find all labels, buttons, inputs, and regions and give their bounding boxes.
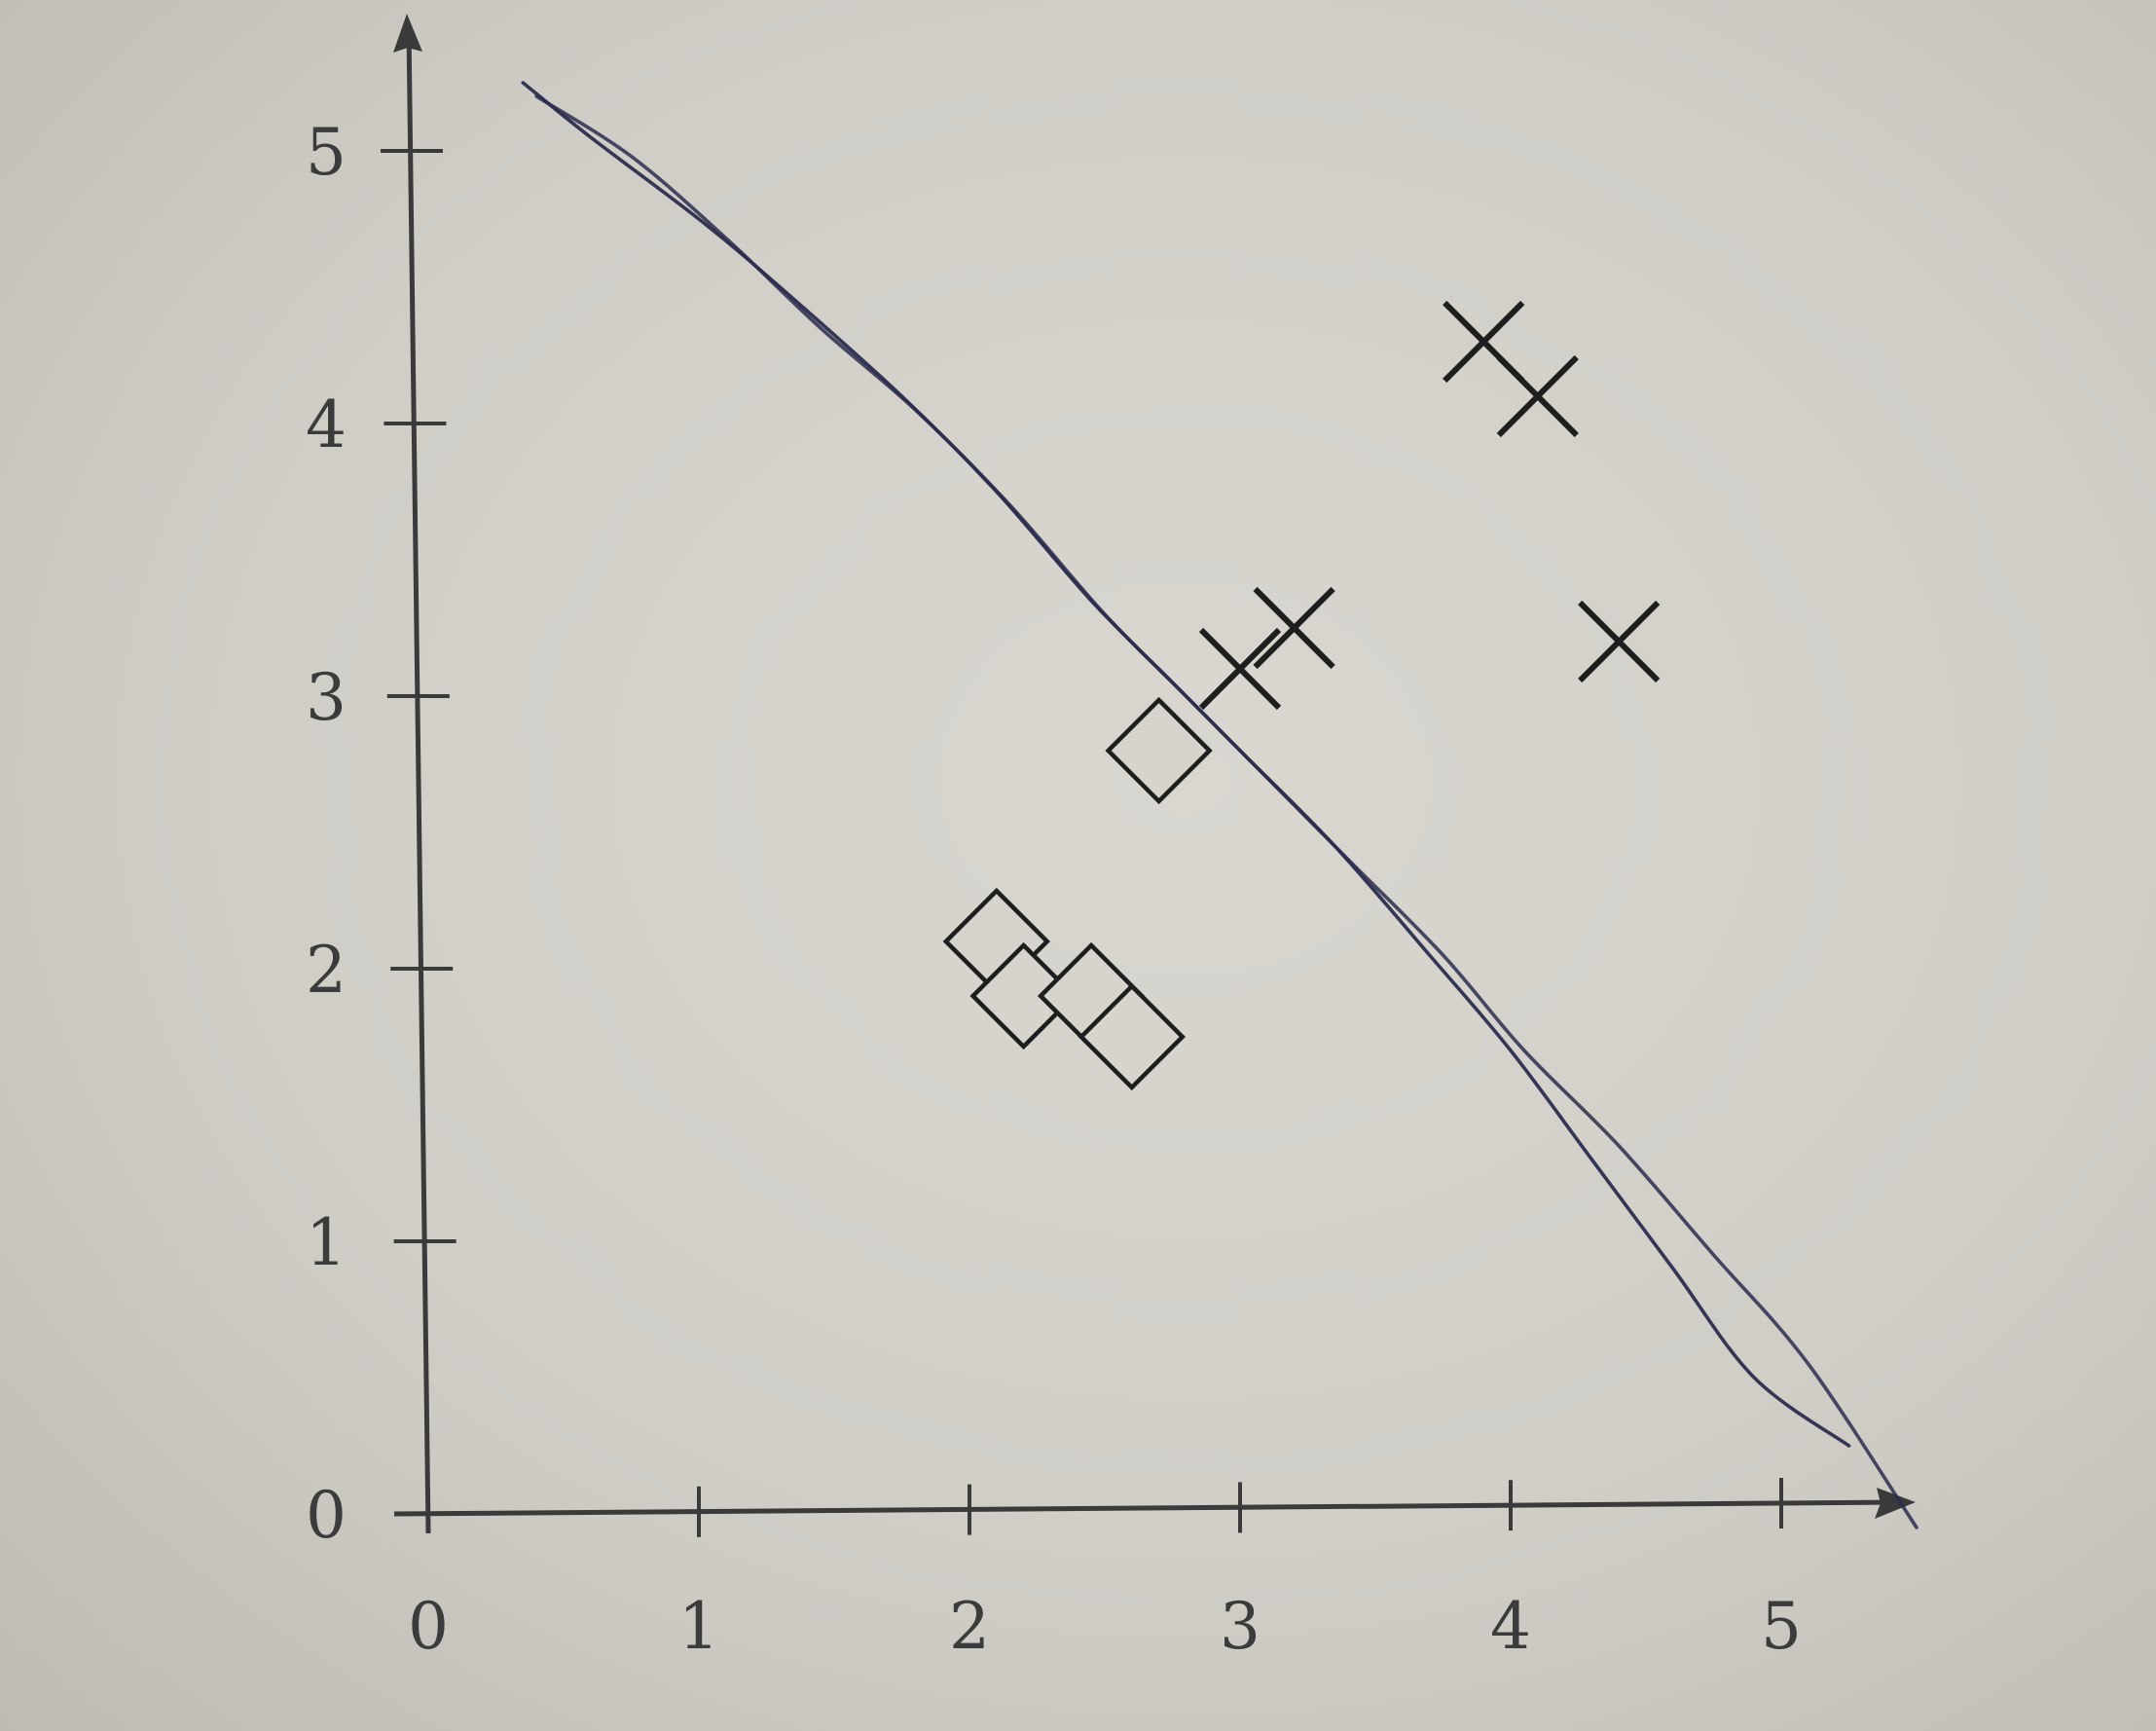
- axes: [393, 14, 1916, 1534]
- y-axis-arrow: [393, 14, 422, 53]
- x-axis-arrow: [1875, 1488, 1916, 1519]
- diamond-point-0: [1105, 696, 1213, 805]
- x-axis-line: [393, 1499, 1904, 1517]
- y-tick-label-4: 4: [306, 387, 347, 462]
- cross-stroke-b: [1578, 600, 1661, 683]
- y-tick-label-3: 3: [306, 660, 347, 735]
- cross-point-4: [1578, 600, 1661, 683]
- x-tick-label-3: 3: [1220, 1589, 1261, 1664]
- cross-stroke-b: [1443, 300, 1525, 384]
- ticks: 0 1 2 3 4 5 0 1 2 3 4 5: [306, 115, 1802, 1664]
- hand-drawn-boundary: [521, 81, 1918, 1529]
- y-tick-label-0: 0: [306, 1478, 347, 1553]
- y-tick-label-1: 1: [306, 1205, 347, 1280]
- cross-point-3: [1496, 354, 1579, 438]
- boundary-stroke-1: [534, 94, 1918, 1529]
- diamond-point-4: [1078, 982, 1186, 1091]
- y-axis-line: [406, 28, 431, 1534]
- x-tick-label-2: 2: [949, 1589, 990, 1664]
- cross-point-1: [1253, 586, 1335, 670]
- y-tick-label-2: 2: [306, 933, 347, 1008]
- x-tick-label-1: 1: [678, 1589, 719, 1664]
- data-points: [942, 300, 1661, 1091]
- x-tick-label-5: 5: [1761, 1589, 1802, 1664]
- cross-point-0: [1198, 627, 1282, 711]
- y-tick-label-5: 5: [306, 115, 347, 190]
- x-tick-label-4: 4: [1490, 1589, 1531, 1664]
- cross-stroke-b: [1198, 627, 1282, 711]
- cross-stroke-b: [1496, 354, 1579, 438]
- cross-stroke-b: [1253, 586, 1335, 670]
- x-tick-label-0: 0: [408, 1589, 449, 1664]
